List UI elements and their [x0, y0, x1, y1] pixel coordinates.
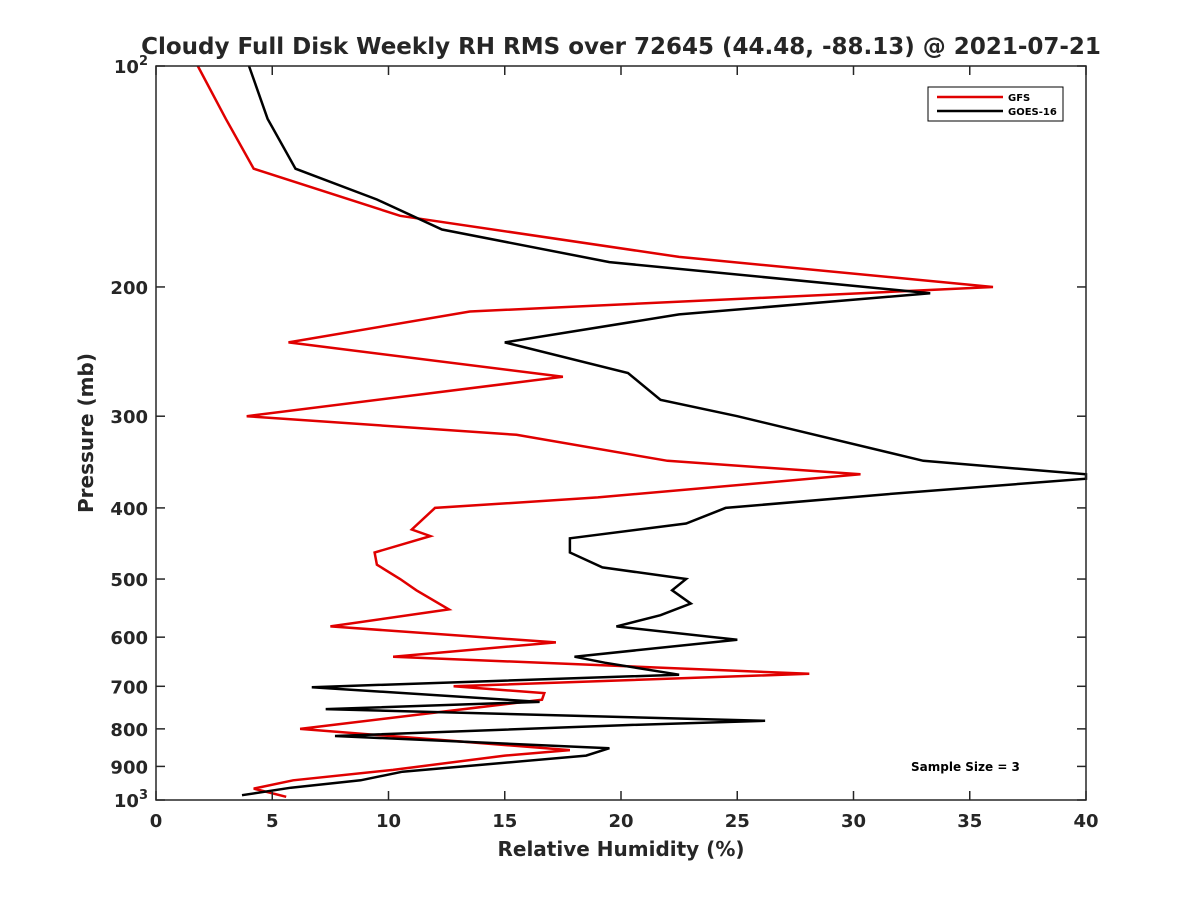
sample-size-annotation: Sample Size = 3: [911, 760, 1020, 774]
y-tick-label: 900: [110, 757, 148, 778]
y-axis-ticks: 102 200 300 400 500 600 700 800 900 103: [110, 54, 1086, 812]
chart-title: Cloudy Full Disk Weekly RH RMS over 7264…: [141, 34, 1101, 60]
y-tick-label: 103: [114, 788, 148, 812]
y-tick-label: 300: [110, 407, 148, 428]
series-line-goes-16: [241, 65, 1088, 797]
x-tick-label: 0: [150, 811, 163, 832]
legend-label-gfs: GFS: [1008, 93, 1030, 104]
x-tick-label: 40: [1073, 811, 1098, 832]
y-tick-label: 600: [110, 628, 148, 649]
y-tick-label: 400: [110, 499, 148, 520]
y-tick-label: 200: [110, 278, 148, 299]
legend-box: [927, 86, 1064, 122]
y-tick-label: 500: [110, 570, 148, 591]
x-axis-ticks: 0 5 10 15 20 25 30 35 40: [150, 66, 1099, 832]
legend-label-goes16: GOES-16: [1008, 107, 1057, 118]
y-tick-label: 700: [110, 677, 148, 698]
y-tick-label: 800: [110, 720, 148, 741]
series-layer: [196, 65, 1088, 799]
x-tick-label: 35: [957, 811, 982, 832]
x-tick-label: 20: [608, 811, 633, 832]
y-axis-label: Pressure (mb): [74, 353, 98, 513]
legend: GFS GOES-16: [927, 86, 1064, 122]
x-tick-label: 15: [492, 811, 517, 832]
x-tick-label: 5: [266, 811, 279, 832]
x-axis-label: Relative Humidity (%): [497, 837, 744, 861]
x-tick-label: 10: [376, 811, 401, 832]
x-tick-label: 30: [841, 811, 866, 832]
y-tick-label: 102: [114, 54, 148, 78]
series-line-gfs: [196, 65, 994, 799]
x-tick-label: 25: [725, 811, 750, 832]
